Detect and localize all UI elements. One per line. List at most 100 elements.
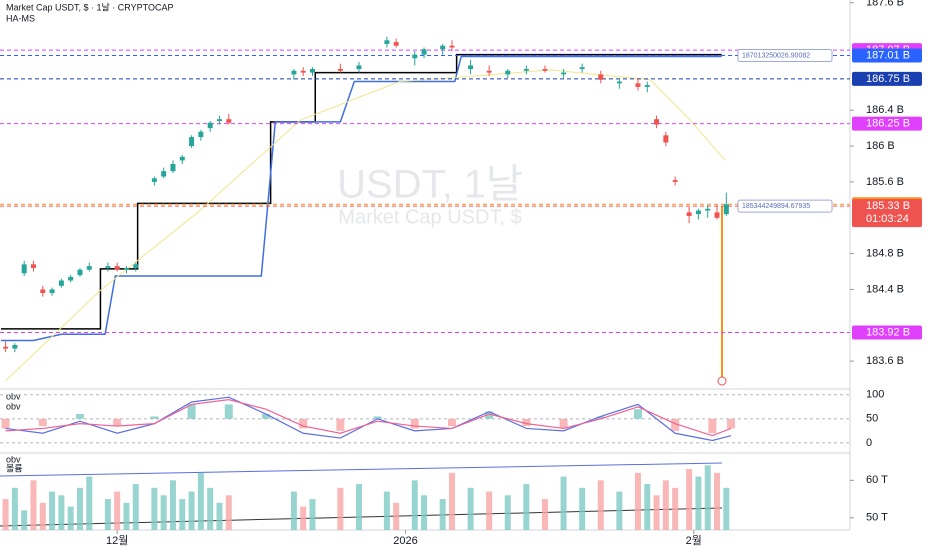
volume-bar xyxy=(672,487,679,530)
volume-bar xyxy=(39,502,46,530)
candle-body xyxy=(505,70,511,75)
candle-body xyxy=(486,70,492,73)
candle-body xyxy=(114,266,120,270)
candle-body xyxy=(654,119,660,125)
obv-histogram-bar xyxy=(261,414,270,419)
volume-bar xyxy=(216,502,223,530)
volume-bar xyxy=(634,472,641,530)
y-tick-label: 187.6 B xyxy=(866,0,904,9)
volume-bar xyxy=(653,495,660,530)
volume-tick-label: 50 T xyxy=(866,512,888,524)
obv-line xyxy=(5,399,732,437)
candle-body xyxy=(412,54,418,59)
obv-histogram-bar xyxy=(633,409,642,419)
x-tick-label: 2월 xyxy=(686,534,702,547)
annotation-box xyxy=(737,49,833,63)
indicator-line xyxy=(0,53,722,330)
obv-tick-label: 0 xyxy=(866,437,872,449)
candle-body xyxy=(356,65,362,69)
obv-histogram-bar xyxy=(708,418,717,434)
candle-body xyxy=(40,289,46,294)
volume-bar xyxy=(448,472,455,530)
annotation: 187013250026.90082 xyxy=(742,52,810,59)
obv-histogram-bar xyxy=(38,418,47,427)
volume-bar xyxy=(123,502,130,530)
candle-body xyxy=(644,85,650,87)
price-label: 186.75 B xyxy=(866,73,910,85)
volume-bar xyxy=(579,487,586,530)
obv-histogram-bar xyxy=(336,418,345,431)
obv-histogram-bar xyxy=(224,404,233,419)
obv-histogram-bar xyxy=(75,414,84,419)
obv-histogram-bar xyxy=(299,418,308,429)
candle-body xyxy=(616,81,622,84)
watermark: USDT, 1날 xyxy=(337,163,523,207)
candle-body xyxy=(291,70,297,75)
candle-body xyxy=(440,45,446,50)
obv-histogram-bar xyxy=(559,418,568,429)
y-tick-label: 185.6 B xyxy=(866,176,904,188)
volume-bar xyxy=(714,472,721,530)
candle-body xyxy=(170,163,176,172)
obv-line xyxy=(5,396,732,442)
candle-body xyxy=(189,137,195,147)
volume-bar xyxy=(504,495,511,530)
volume-bar xyxy=(58,495,65,530)
candle-body xyxy=(393,42,399,46)
candle-body xyxy=(598,74,604,80)
candle-body xyxy=(161,171,167,177)
candle-body xyxy=(337,68,343,71)
volume-bar xyxy=(337,487,344,530)
watermark-subtitle: Market Cap USDT, $ xyxy=(338,206,521,228)
candle-body xyxy=(151,178,157,182)
y-tick-label: 186.4 B xyxy=(866,104,904,116)
volume-bar xyxy=(439,499,446,530)
obv-histogram-bar xyxy=(113,418,122,427)
volume-bar xyxy=(486,491,493,530)
volume-bar xyxy=(290,491,297,530)
volume-bar xyxy=(686,469,693,530)
obv-tick-label: 100 xyxy=(866,389,884,401)
volume-bar xyxy=(467,487,474,530)
x-tick-label: 2026 xyxy=(393,535,417,547)
obv-histogram-bar xyxy=(447,418,456,427)
x-tick-label: 12월 xyxy=(106,534,128,547)
candle-body xyxy=(449,45,455,48)
price-label: 186.25 B xyxy=(866,118,910,130)
volume-bar xyxy=(662,480,669,530)
volume-bar xyxy=(421,495,428,530)
volume-bar xyxy=(225,495,232,530)
candle-body xyxy=(179,156,185,161)
volume-bar xyxy=(644,484,651,530)
price-label-box xyxy=(852,71,922,86)
volume-bar xyxy=(723,487,730,530)
obv-histogram-bar xyxy=(150,416,159,419)
alert-icon[interactable] xyxy=(717,376,727,386)
volume-bar xyxy=(160,495,167,530)
volume-bar xyxy=(695,476,702,530)
candle-body xyxy=(421,49,427,55)
volume-bar xyxy=(704,465,711,530)
volume-bar xyxy=(207,487,214,530)
volume-trendline xyxy=(0,462,723,477)
volume-bar xyxy=(86,476,93,530)
candle-body xyxy=(105,266,111,268)
panel-label: obv xyxy=(6,454,21,464)
volume-bar xyxy=(67,506,74,530)
volume-bar xyxy=(393,502,400,530)
obv-histogram-bar xyxy=(1,418,10,429)
volume-bar xyxy=(49,491,56,530)
volume-bar xyxy=(114,491,121,530)
volume-bar xyxy=(151,487,158,530)
candle-body xyxy=(207,122,213,129)
candle-body xyxy=(77,269,83,276)
price-label-box xyxy=(852,199,922,228)
candle-body xyxy=(714,212,720,218)
y-tick-label: 184.8 B xyxy=(866,247,904,259)
candle-body xyxy=(133,264,139,268)
candle-body xyxy=(49,289,55,294)
y-tick-label: 184.4 B xyxy=(866,283,904,295)
indicator-name: HA-MS xyxy=(6,13,35,23)
